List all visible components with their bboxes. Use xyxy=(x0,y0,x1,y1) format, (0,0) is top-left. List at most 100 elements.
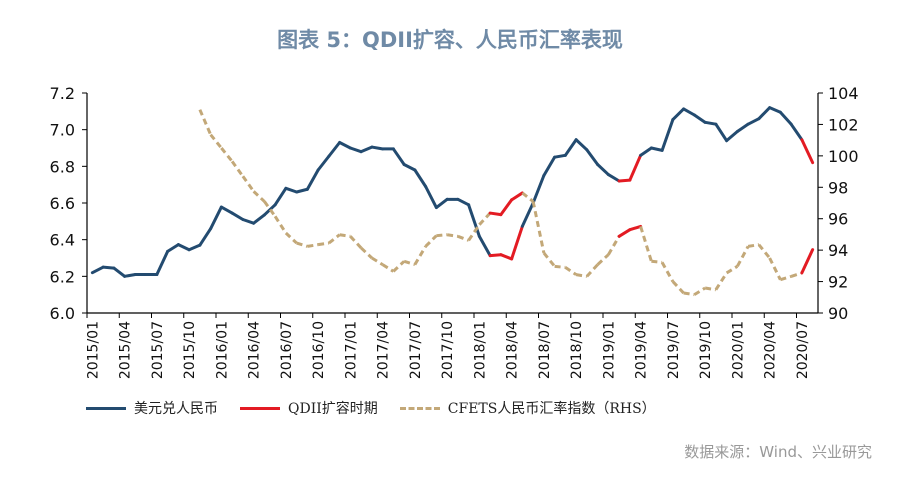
right-tick-label: 94 xyxy=(828,241,848,260)
usdcny-segment xyxy=(456,197,471,207)
usdcny-segment xyxy=(746,117,761,126)
usdcny-segment xyxy=(295,187,309,194)
legend-label: QDII扩容时期 xyxy=(288,401,378,417)
cfets-segment xyxy=(381,263,395,273)
legend-item-usdcny: 美元兑人民币 xyxy=(86,398,218,418)
cfets-segment xyxy=(531,201,546,254)
cfets-segment xyxy=(349,235,363,249)
left-tick-label: 7.2 xyxy=(50,84,75,103)
cfets-segment xyxy=(327,233,341,245)
cfets-segment xyxy=(651,259,663,264)
cfets-segment xyxy=(790,271,803,278)
usdcny-segment xyxy=(241,218,256,225)
usdcny-segment xyxy=(434,197,449,210)
usdcny-segment xyxy=(531,174,546,205)
usdcny-segment xyxy=(166,243,180,253)
legend-item-qdii: QDII扩容时期 xyxy=(240,398,378,418)
cfets-segment xyxy=(747,243,760,248)
right-tick-label: 102 xyxy=(828,115,859,134)
usdcny-segment xyxy=(553,153,567,159)
cfets-segment xyxy=(457,234,470,242)
usdcny-segment xyxy=(649,146,664,152)
usdcny-segment xyxy=(370,145,385,151)
x-tick-label: 2017/10 xyxy=(440,321,456,379)
usdcny-segment xyxy=(252,213,266,225)
cfets-segment xyxy=(317,241,330,247)
usdcny-segment xyxy=(90,265,105,275)
cfets-segment xyxy=(693,286,706,296)
x-tick-label: 2018/01 xyxy=(472,321,488,379)
cfets-segment xyxy=(263,200,277,218)
usdcny-segment xyxy=(671,107,686,122)
x-tick-label: 2019/07 xyxy=(666,321,682,379)
qdii-highlight-cfets-segment xyxy=(510,191,524,202)
cfets-segment xyxy=(252,190,266,203)
usdcny-segment xyxy=(230,211,245,221)
x-tick-label: 2018/10 xyxy=(569,321,585,379)
cfets-segment xyxy=(725,265,739,275)
cfets-segment xyxy=(683,291,695,297)
cfets-segment xyxy=(296,241,308,248)
qdii-highlight-cfets-segment xyxy=(617,228,632,238)
usdcny-segment xyxy=(789,122,804,142)
chart-title: 图表 5：QDII扩容、人民币汇率表现 xyxy=(277,28,623,52)
usdcny-segment xyxy=(714,122,729,143)
x-tick-label: 2016/01 xyxy=(214,321,230,379)
left-tick-label: 6.4 xyxy=(50,231,75,250)
cfets-segment xyxy=(413,245,427,266)
usdcny-segment xyxy=(155,249,170,276)
x-tick-label: 2019/04 xyxy=(634,321,650,379)
usdcny-segment xyxy=(467,203,481,238)
cfets-segment xyxy=(230,160,245,178)
qdii-highlight-usdcny-segment xyxy=(499,253,514,261)
qdii-highlight-usdcny-segment xyxy=(617,178,632,183)
cfets-segment xyxy=(639,225,653,262)
cfets-segment xyxy=(403,259,416,267)
legend-swatch-qdii xyxy=(240,406,280,410)
usdcny-segment xyxy=(477,234,492,258)
x-tick-label: 2015/10 xyxy=(182,321,198,379)
cfets-segment xyxy=(714,272,728,291)
cfets-segment xyxy=(660,261,675,283)
x-tick-label: 2017/04 xyxy=(376,321,392,379)
usdcny-segment xyxy=(209,205,223,231)
usdcny-segment xyxy=(778,110,793,126)
qdii-highlight-usdcny-segment xyxy=(800,138,815,165)
usdcny-segment xyxy=(703,120,718,126)
usdcny-segment xyxy=(757,106,772,121)
legend-label: 美元兑人民币 xyxy=(134,401,218,417)
qdii-highlight-cfets-segment xyxy=(499,198,514,217)
cfets-segment xyxy=(671,280,685,295)
x-tick-label: 2016/04 xyxy=(247,321,263,379)
x-tick-label: 2018/04 xyxy=(505,321,521,379)
usdcny-segment xyxy=(327,141,342,158)
usdcny-segment xyxy=(112,266,127,278)
right-tick-label: 96 xyxy=(828,210,848,229)
cfets-segment xyxy=(209,133,223,149)
usdcny-segment xyxy=(348,146,363,154)
x-tick-label: 2018/07 xyxy=(537,321,553,379)
usdcny-segment xyxy=(413,168,428,188)
usdcny-segment xyxy=(574,138,589,152)
left-tick-label: 6.0 xyxy=(50,304,75,323)
x-tick-label: 2017/01 xyxy=(343,321,359,379)
usdcny-segment xyxy=(359,145,374,154)
legend-swatch-cfets xyxy=(399,406,440,410)
usdcny-segment xyxy=(402,163,417,172)
usdcny-segment xyxy=(424,185,438,210)
cfets-segment xyxy=(371,256,384,266)
legend-label: CFETS人民币汇率指数（RHS） xyxy=(447,401,656,417)
x-tick-label: 2017/07 xyxy=(408,321,424,379)
cfets-segment xyxy=(585,263,599,278)
usdcny-segment xyxy=(585,148,600,166)
x-tick-label: 2020/04 xyxy=(763,321,779,379)
x-tick-label: 2016/10 xyxy=(311,321,327,379)
usdcny-segment xyxy=(725,130,739,143)
cfets-segment xyxy=(339,233,351,238)
usdcny-segment xyxy=(219,205,234,215)
usdcny-segment xyxy=(187,243,202,252)
cfets-segment xyxy=(307,243,319,248)
x-tick-label: 2020/01 xyxy=(730,321,746,379)
x-tick-label: 2015/07 xyxy=(150,321,166,379)
legend: 美元兑人民币 QDII扩容时期 CFETS人民币汇率指数（RHS） xyxy=(86,398,678,418)
